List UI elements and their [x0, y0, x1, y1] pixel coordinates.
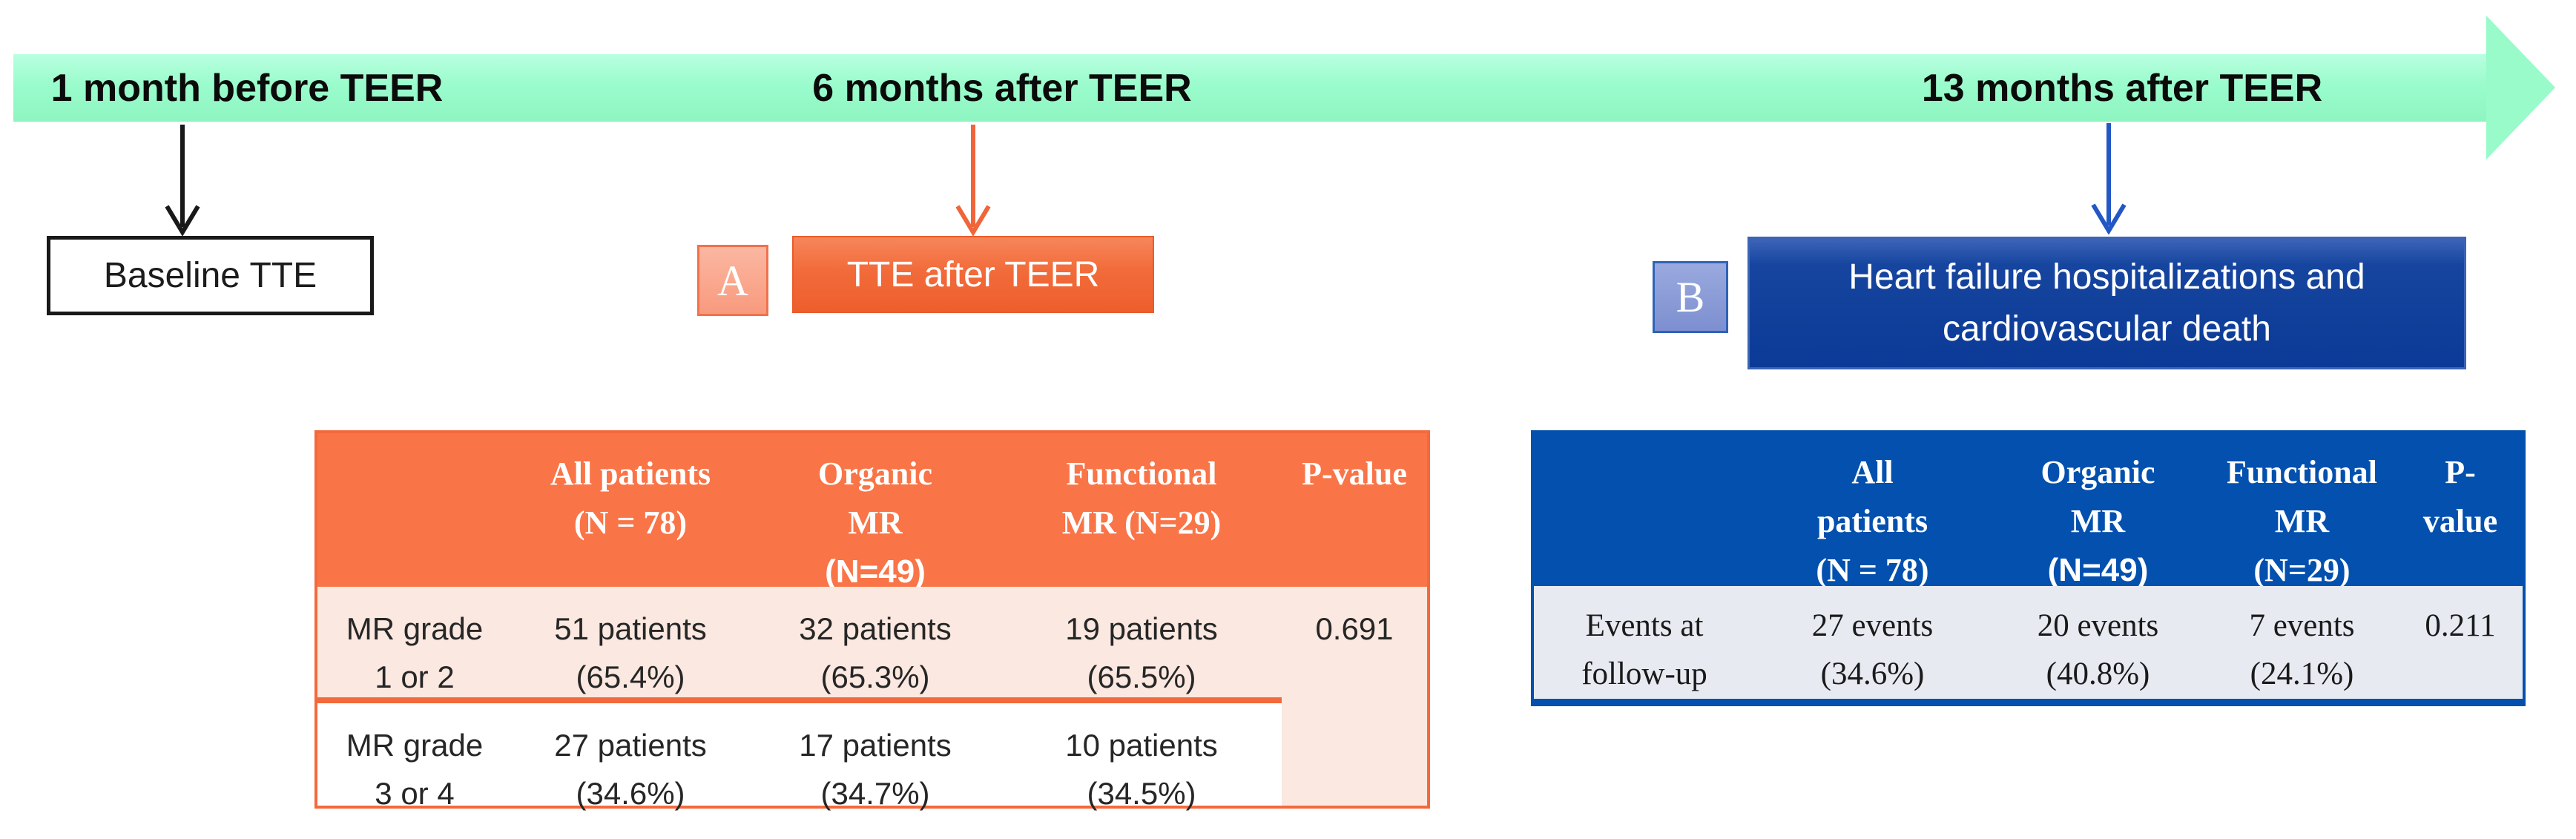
orange-row1-all: 51 patients (65.4%): [512, 587, 749, 703]
orange-row1-functional: 19 patients (65.5%): [1001, 587, 1282, 703]
down-arrow-blue-icon: [2091, 123, 2127, 234]
orange-header-functional-mr: Functional MR (N=29): [1001, 433, 1282, 587]
panel-b-letter: B: [1676, 273, 1705, 321]
orange-p-value-cell: 0.691: [1282, 587, 1427, 806]
down-arrow-orange-icon: [955, 125, 991, 236]
blue-row-organic: 20 events (40.8%): [1990, 586, 2206, 699]
orange-row2-functional: 10 patients (34.5%): [1001, 703, 1282, 811]
orange-row2-all: 27 patients (34.6%): [512, 703, 749, 811]
orange-row2-label: MR grade 3 or 4: [317, 703, 512, 811]
panel-a-marker: A: [697, 245, 768, 316]
blue-row-all: 27 events (34.6%): [1755, 586, 1990, 699]
timeline-arrowhead-icon: [2486, 16, 2555, 159]
blue-header-rowlabel: [1534, 433, 1755, 586]
tte-after-teer-box: TTE after TEER: [792, 236, 1154, 313]
blue-header-organic-mr: Organic MR (N=49): [1990, 433, 2206, 588]
orange-header-rowlabel: [317, 433, 512, 587]
orange-mr-grade-table: All patients (N = 78) Organic MR (N=49) …: [314, 430, 1430, 811]
heart-failure-label: Heart failure hospitalizations and cardi…: [1848, 257, 2365, 349]
orange-header-organic-mr: Organic MR (N=49): [749, 433, 1001, 590]
orange-header-all-patients: All patients (N = 78): [512, 433, 749, 587]
baseline-tte-box: Baseline TTE: [47, 236, 374, 315]
timeline-label-13-months-after: 13 months after TEER: [1921, 67, 2323, 110]
panel-a-letter: A: [717, 256, 748, 305]
baseline-tte-label: Baseline TTE: [103, 256, 317, 295]
panel-b-marker: B: [1653, 261, 1728, 333]
blue-row-functional: 7 events (24.1%): [2206, 586, 2398, 699]
orange-header-p-value: P-value: [1282, 433, 1427, 587]
blue-p-value-cell: 0.211: [2398, 586, 2523, 699]
blue-header-p-value: P- value: [2398, 433, 2523, 586]
blue-events-table: All patients (N = 78) Organic MR (N=49) …: [1531, 430, 2526, 706]
down-arrow-black-icon: [165, 125, 200, 236]
timeline-label-6-months-after: 6 months after TEER: [812, 67, 1192, 110]
blue-header-functional-mr: Functional MR (N=29): [2206, 433, 2398, 588]
timeline-label-1-month-before: 1 month before TEER: [50, 67, 444, 110]
orange-row1-label: MR grade 1 or 2: [317, 587, 512, 703]
blue-header-all-patients: All patients (N = 78): [1755, 433, 1990, 588]
orange-row2-organic: 17 patients (34.7%): [749, 703, 1001, 811]
tte-after-teer-label: TTE after TEER: [846, 254, 1100, 295]
blue-row-label: Events at follow-up: [1534, 586, 1755, 699]
heart-failure-box: Heart failure hospitalizations and cardi…: [1747, 237, 2466, 369]
timeline-arrow-body: [13, 54, 2491, 122]
orange-row1-organic: 32 patients (65.3%): [749, 587, 1001, 703]
